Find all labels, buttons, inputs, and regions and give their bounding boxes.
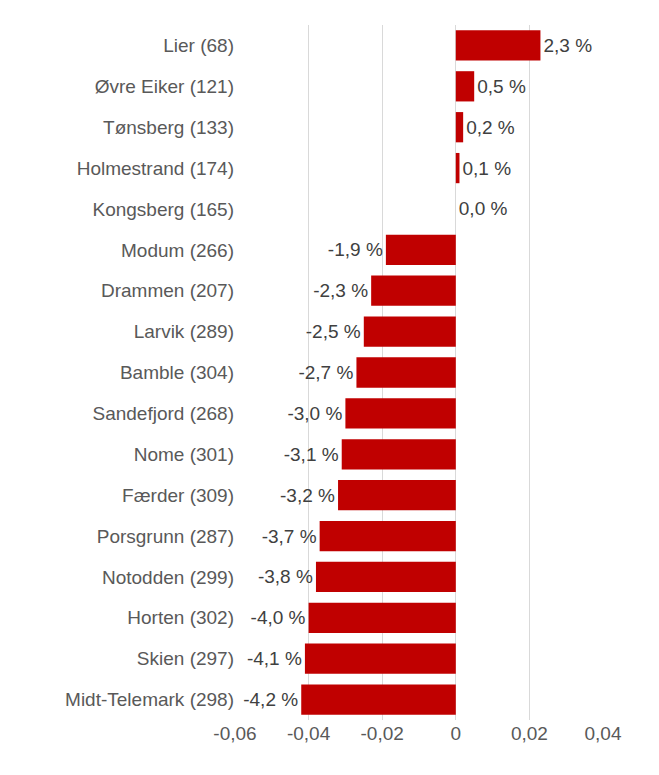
- svg-text:-0,06: -0,06: [213, 723, 256, 744]
- svg-text:-4,0 %: -4,0 %: [251, 607, 306, 628]
- svg-text:Skien (297): Skien (297): [137, 648, 234, 669]
- svg-text:0,02: 0,02: [511, 723, 548, 744]
- svg-text:Kongsberg (165): Kongsberg (165): [92, 199, 234, 220]
- svg-text:-3,1 %: -3,1 %: [284, 444, 339, 465]
- svg-text:Nome (301): Nome (301): [134, 444, 234, 465]
- svg-text:Holmestrand (174): Holmestrand (174): [77, 158, 234, 179]
- svg-text:Lier (68): Lier (68): [163, 35, 234, 56]
- svg-text:Bamble (304): Bamble (304): [120, 362, 234, 383]
- svg-text:Midt-Telemark (298): Midt-Telemark (298): [65, 689, 234, 710]
- svg-text:Porsgrunn (287): Porsgrunn (287): [97, 526, 234, 547]
- svg-text:Færder (309): Færder (309): [122, 485, 234, 506]
- svg-text:-3,0 %: -3,0 %: [287, 403, 342, 424]
- svg-text:0,04: 0,04: [585, 723, 622, 744]
- svg-text:0,5 %: 0,5 %: [477, 76, 526, 97]
- svg-text:0,0 %: 0,0 %: [459, 198, 508, 219]
- svg-text:-2,3 %: -2,3 %: [313, 280, 368, 301]
- svg-text:-0,04: -0,04: [287, 723, 331, 744]
- svg-text:Notodden (299): Notodden (299): [102, 567, 234, 588]
- svg-text:Horten (302): Horten (302): [127, 607, 234, 628]
- svg-text:0: 0: [451, 723, 462, 744]
- svg-text:Modum (266): Modum (266): [121, 240, 234, 261]
- svg-text:-1,9 %: -1,9 %: [328, 239, 383, 260]
- svg-text:Sandefjord (268): Sandefjord (268): [92, 403, 234, 424]
- svg-text:-4,2 %: -4,2 %: [243, 689, 298, 710]
- svg-text:0,1 %: 0,1 %: [462, 158, 511, 179]
- svg-text:-2,5 %: -2,5 %: [306, 321, 361, 342]
- svg-text:-0,02: -0,02: [361, 723, 404, 744]
- svg-text:-3,7 %: -3,7 %: [262, 526, 317, 547]
- svg-text:2,3 %: 2,3 %: [543, 35, 592, 56]
- svg-text:-3,2 %: -3,2 %: [280, 485, 335, 506]
- svg-text:Øvre Eiker (121): Øvre Eiker (121): [95, 76, 234, 97]
- svg-text:-4,1 %: -4,1 %: [247, 648, 302, 669]
- svg-text:0,2 %: 0,2 %: [466, 117, 515, 138]
- svg-text:-3,8 %: -3,8 %: [258, 566, 313, 587]
- svg-text:-2,7 %: -2,7 %: [298, 362, 353, 383]
- svg-text:Drammen (207): Drammen (207): [101, 280, 234, 301]
- svg-text:Larvik (289): Larvik (289): [134, 321, 234, 342]
- svg-text:Tønsberg (133): Tønsberg (133): [103, 117, 234, 138]
